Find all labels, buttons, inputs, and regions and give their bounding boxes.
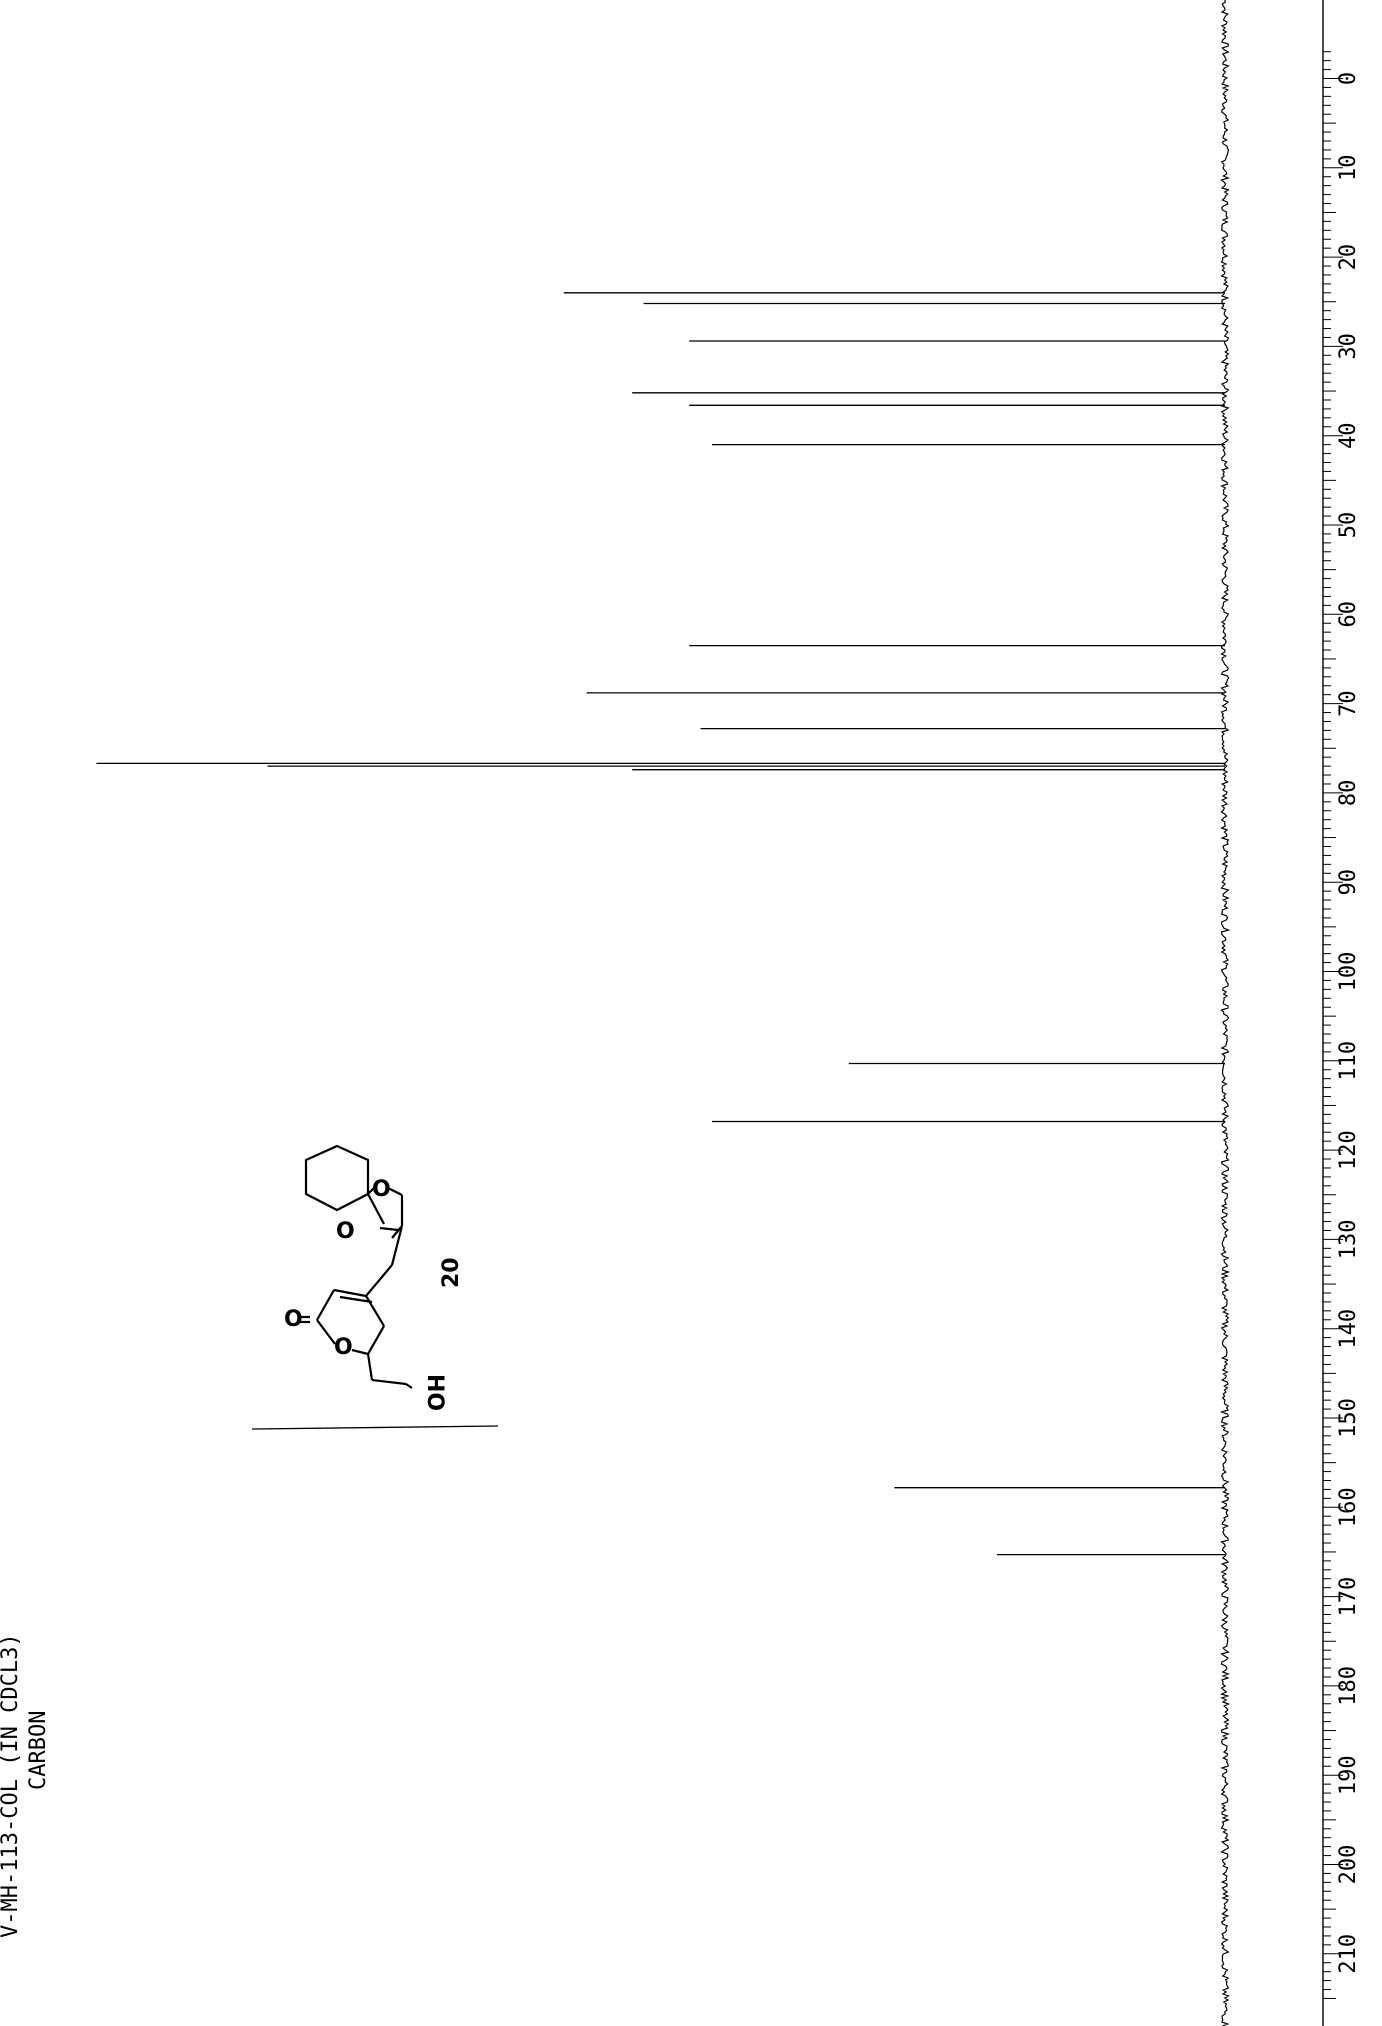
axis-tick-label: 40: [1336, 422, 1361, 449]
axis-tick-label: 90: [1336, 869, 1361, 896]
reference-line: [251, 1425, 499, 1430]
chemical-structure: [299, 1144, 413, 1389]
carbonyl-o-label: O: [284, 1307, 303, 1332]
sample-title: V-MH-113-COL (IN CDCL3): [0, 1633, 23, 1938]
axis-tick-label: 50: [1336, 512, 1361, 539]
axis-tick-label: 170: [1336, 1577, 1361, 1617]
axis-tick-label: 30: [1336, 333, 1361, 360]
axis-tick-label: 100: [1336, 952, 1361, 992]
structure-labels: O O O O HO 20: [284, 1177, 464, 1411]
ketal-o1-label: O: [372, 1177, 391, 1202]
axis-tick-label: 150: [1336, 1398, 1361, 1438]
axis-tick-label: 70: [1336, 690, 1361, 717]
axis-tick-label: 200: [1336, 1845, 1361, 1885]
axis-tick-label: 180: [1336, 1666, 1361, 1706]
spectrum-header: V-MH-113-COL (IN CDCL3) CARBON: [0, 1633, 51, 1938]
axis-tick-label: 160: [1336, 1487, 1361, 1527]
axis-tick-label: 190: [1336, 1755, 1361, 1795]
axis-ticks: [1323, 51, 1343, 1999]
nucleus-label: CARBON: [26, 1711, 51, 1790]
axis-tick-labels: 0 10 20 30 40 50 60 70 80 90 100 110 120 130 140 150 160…: [1336, 72, 1361, 1974]
axis-tick-label: 130: [1336, 1220, 1361, 1260]
ppm-axis: 0 10 20 30 40 50 60 70 80 90 100 110 120 130 140 150 160…: [1322, 0, 1361, 2026]
cyclohexane-ring: [304, 1144, 370, 1212]
axis-tick-label: 140: [1336, 1309, 1361, 1349]
ketal-o2-label: O: [336, 1219, 355, 1244]
axis-tick-label: 20: [1336, 244, 1361, 271]
ring-o-label: O: [334, 1335, 353, 1360]
axis-tick-label: 120: [1336, 1130, 1361, 1170]
axis-tick-label: 210: [1336, 1934, 1361, 1974]
axis-tick-label: 110: [1336, 1041, 1361, 1081]
axis-tick-label: 0: [1336, 72, 1361, 85]
axis-tick-label: 10: [1336, 155, 1361, 182]
axis-tick-label: 80: [1336, 780, 1361, 807]
hydroxyl-label: HO: [422, 1374, 447, 1411]
baseline-noise: [1219, 0, 1231, 2026]
peak-lines: [96, 292, 1225, 1556]
compound-number: 20: [439, 1257, 464, 1288]
spectrum-trace: [96, 0, 1231, 2026]
axis-tick-label: 60: [1336, 601, 1361, 628]
